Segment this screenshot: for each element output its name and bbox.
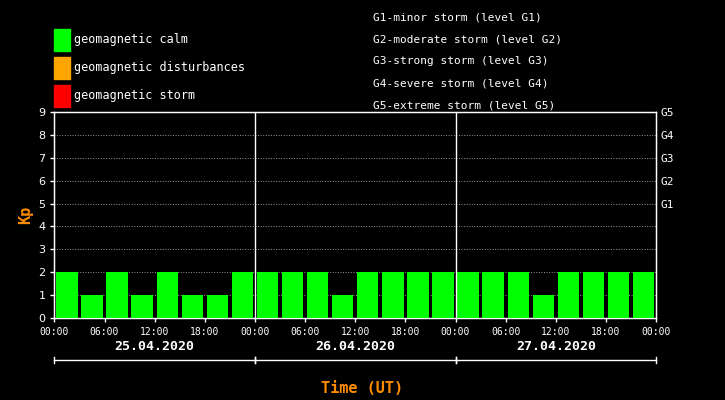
Bar xyxy=(583,272,604,318)
Text: G1-minor storm (level G1): G1-minor storm (level G1) xyxy=(373,12,542,22)
Bar xyxy=(81,295,103,318)
Text: G5-extreme storm (level G5): G5-extreme storm (level G5) xyxy=(373,100,555,110)
Bar xyxy=(407,272,428,318)
Text: geomagnetic calm: geomagnetic calm xyxy=(74,34,188,46)
Bar xyxy=(357,272,378,318)
Text: 26.04.2020: 26.04.2020 xyxy=(315,340,395,352)
Text: geomagnetic disturbances: geomagnetic disturbances xyxy=(74,62,245,74)
Bar xyxy=(432,272,454,318)
Text: G3-strong storm (level G3): G3-strong storm (level G3) xyxy=(373,56,549,66)
Text: geomagnetic storm: geomagnetic storm xyxy=(74,90,195,102)
Bar xyxy=(107,272,128,318)
Y-axis label: Kp: Kp xyxy=(17,206,33,224)
Bar xyxy=(257,272,278,318)
Bar xyxy=(57,272,78,318)
Bar xyxy=(207,295,228,318)
Bar xyxy=(457,272,479,318)
Bar xyxy=(633,272,654,318)
Bar xyxy=(182,295,203,318)
Bar xyxy=(507,272,529,318)
Text: 25.04.2020: 25.04.2020 xyxy=(115,340,195,352)
Bar xyxy=(307,272,328,318)
Bar xyxy=(157,272,178,318)
Text: 27.04.2020: 27.04.2020 xyxy=(515,340,596,352)
Bar xyxy=(533,295,554,318)
Bar xyxy=(608,272,629,318)
Bar xyxy=(282,272,303,318)
Bar xyxy=(131,295,153,318)
Bar xyxy=(558,272,579,318)
Bar xyxy=(332,295,353,318)
Text: G2-moderate storm (level G2): G2-moderate storm (level G2) xyxy=(373,34,563,44)
Text: G4-severe storm (level G4): G4-severe storm (level G4) xyxy=(373,78,549,88)
Text: Time (UT): Time (UT) xyxy=(321,381,404,396)
Bar xyxy=(232,272,253,318)
Bar xyxy=(382,272,404,318)
Bar xyxy=(483,272,504,318)
